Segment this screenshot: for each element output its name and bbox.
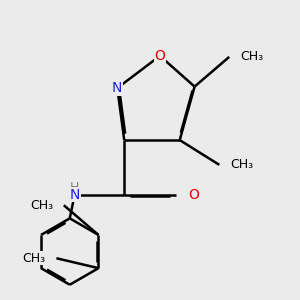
Text: H: H bbox=[70, 181, 80, 194]
Text: CH₃: CH₃ bbox=[30, 199, 53, 212]
Text: CH₃: CH₃ bbox=[240, 50, 263, 63]
Text: O: O bbox=[189, 188, 200, 202]
Text: N: N bbox=[112, 81, 122, 95]
Text: N: N bbox=[70, 188, 80, 202]
Text: CH₃: CH₃ bbox=[22, 252, 46, 265]
Text: O: O bbox=[154, 49, 165, 63]
Text: CH₃: CH₃ bbox=[230, 158, 254, 171]
